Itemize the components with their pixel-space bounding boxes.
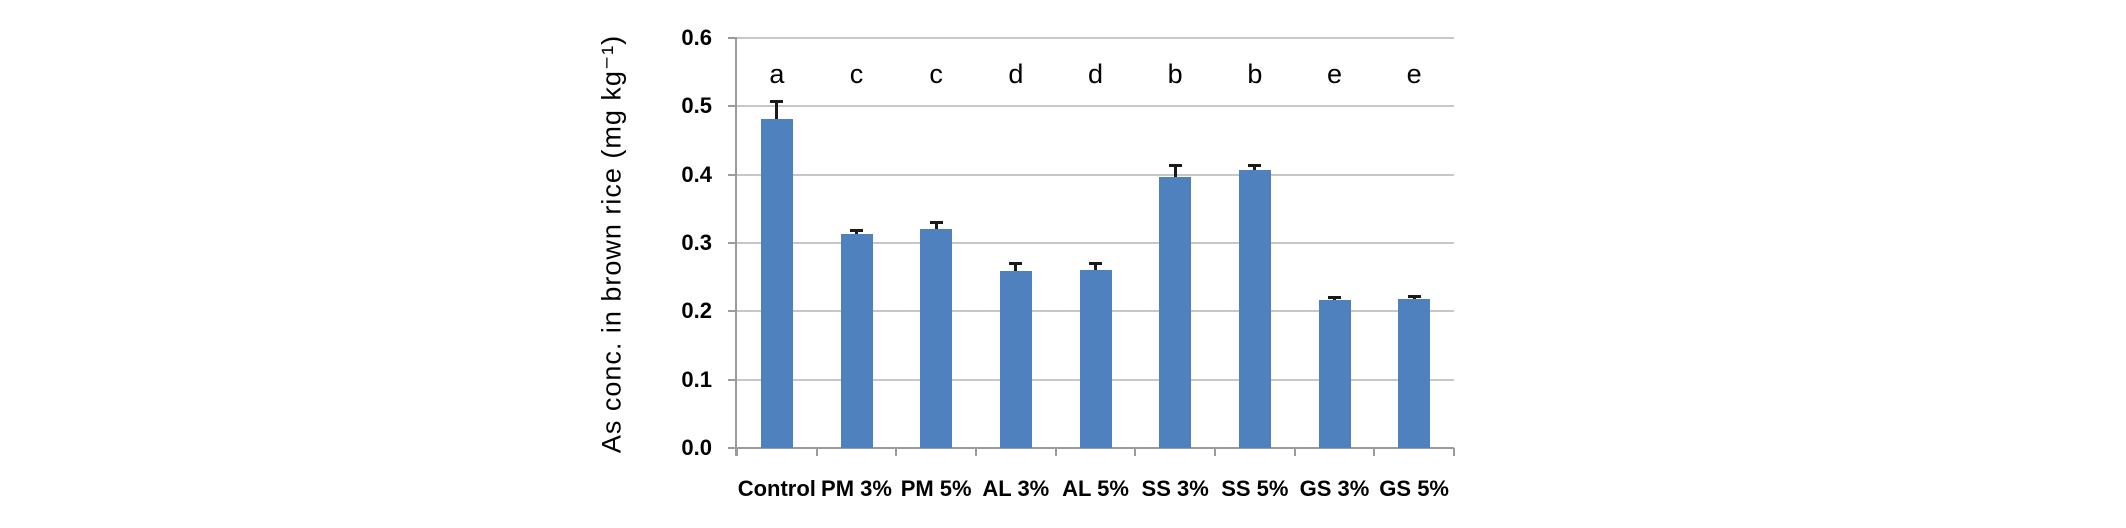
error-bar-cap (1248, 164, 1262, 168)
y-tick-label: 0.2 (681, 298, 712, 324)
bar (1159, 176, 1192, 448)
gridline (737, 37, 1454, 39)
y-axis-line (735, 38, 737, 456)
error-bar-stem (1173, 166, 1177, 177)
x-tick-label: Control (737, 476, 816, 501)
gridline (737, 105, 1454, 108)
error-bar-cap (1328, 296, 1341, 300)
error-bar-stem (1412, 296, 1416, 300)
y-axis-tick (728, 37, 737, 39)
error-bar-cap (850, 229, 863, 233)
error-bar-stem (1014, 264, 1018, 271)
y-axis-tick (728, 310, 737, 313)
significance-letter: e (1406, 59, 1422, 90)
x-tick-label: SS 3% (1141, 476, 1209, 501)
x-tick-label: PM 5% (900, 476, 972, 501)
x-tick-label: AL 3% (982, 476, 1050, 501)
error-bar-stem (934, 223, 938, 229)
bar (1079, 269, 1112, 448)
significance-letter: d (1087, 59, 1104, 90)
y-axis-tick (728, 378, 737, 381)
x-axis-line (735, 447, 1454, 449)
x-axis-tick (1214, 448, 1216, 456)
error-bar-stem (775, 101, 779, 119)
x-tick-label: GS 3% (1299, 476, 1370, 501)
significance-letter: b (1167, 59, 1183, 90)
significance-letter: b (1247, 59, 1263, 90)
y-tick-label: 0.3 (681, 230, 712, 255)
significance-letter: e (1326, 59, 1343, 90)
bar (999, 271, 1032, 448)
x-axis-tick (1134, 448, 1137, 456)
y-tick-label: 0.4 (681, 161, 712, 187)
y-axis-tick (728, 105, 737, 108)
error-bar-cap (1009, 262, 1023, 266)
x-axis-tick (815, 448, 818, 456)
x-axis-tick (1373, 448, 1376, 456)
error-bar-stem (1253, 166, 1257, 170)
x-tick-label: SS 5% (1221, 476, 1289, 501)
x-axis-tick (1293, 448, 1296, 456)
y-tick-label: 0.5 (681, 93, 712, 119)
y-tick-label: 0.6 (681, 25, 712, 50)
gridline (737, 173, 1454, 176)
gridline (737, 242, 1454, 244)
x-tick-label: PM 3% (821, 476, 892, 501)
bar (840, 234, 873, 448)
x-axis-tick (895, 448, 898, 456)
error-bar-stem (1333, 298, 1336, 301)
bar (1238, 169, 1271, 448)
error-bar-cap (1168, 164, 1182, 168)
x-axis-tick (975, 448, 977, 456)
error-bar-cap (1407, 294, 1421, 298)
significance-letter: c (929, 59, 943, 90)
significance-letter: a (769, 59, 785, 90)
x-tick-label: GS 5% (1379, 476, 1449, 501)
x-axis-tick (1453, 448, 1455, 456)
x-axis-tick (1054, 448, 1057, 456)
error-bar-stem (855, 231, 858, 235)
error-bar-cap (929, 221, 943, 225)
error-bar-cap (770, 99, 784, 103)
y-axis-tick (728, 242, 737, 244)
significance-letter: d (1008, 59, 1024, 90)
x-axis-tick (736, 448, 738, 456)
significance-letter: c (849, 59, 864, 90)
y-tick-label: 0.1 (681, 366, 712, 392)
y-axis-tick (728, 173, 737, 176)
bar (1398, 299, 1431, 448)
bar (760, 118, 793, 448)
error-bar-stem (1094, 263, 1097, 270)
y-axis-tick (728, 447, 737, 449)
bar (1318, 300, 1351, 448)
error-bar-cap (1089, 261, 1102, 265)
x-tick-label: AL 5% (1062, 476, 1129, 501)
bar (920, 228, 953, 448)
y-tick-label: 0.0 (681, 435, 712, 460)
